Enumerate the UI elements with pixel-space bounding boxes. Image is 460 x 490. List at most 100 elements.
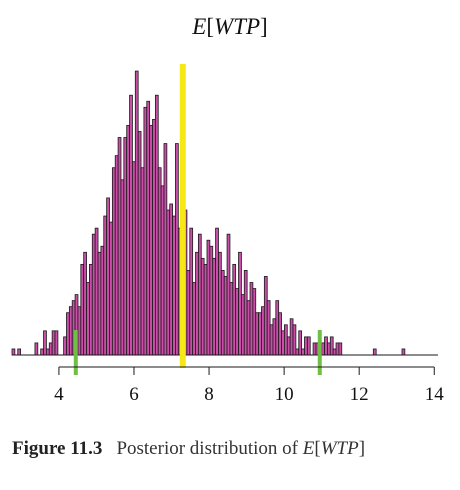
histogram-bar: [80, 263, 85, 356]
histogram-bar: [241, 294, 245, 356]
histogram-bar: [226, 233, 231, 356]
x-axis: 4 6 8 10 12 14: [54, 366, 445, 405]
caption-italic-e: E: [302, 438, 315, 459]
histogram-bar: [321, 342, 325, 356]
histogram-bar: [278, 312, 282, 356]
histogram-bar: [186, 270, 191, 356]
histogram-bar: [103, 215, 108, 356]
caption-text: Posterior distribution of: [116, 438, 298, 459]
x-tick-label: 8: [204, 384, 214, 405]
histogram-bar: [77, 306, 82, 356]
histogram-bar: [335, 342, 340, 356]
histogram-bar: [329, 336, 334, 356]
histogram-bar: [172, 215, 176, 356]
histogram-bar: [206, 239, 211, 356]
histogram-bar: [232, 263, 237, 356]
title-bracket-close: ]: [260, 14, 268, 39]
histogram-bar: [209, 245, 214, 356]
histogram-bar: [312, 342, 317, 356]
histogram-bar: [195, 251, 199, 356]
histogram-bar: [83, 251, 87, 356]
x-tick-label: 6: [129, 384, 139, 405]
histogram-bar: [255, 312, 260, 356]
chart-title: E[WTP]: [0, 14, 460, 40]
histogram-bar: [132, 161, 136, 356]
title-bracket-open: [: [206, 14, 215, 39]
histogram-bar: [284, 324, 288, 356]
histogram-bar: [189, 227, 194, 356]
x-tick-label: 14: [425, 384, 445, 405]
histogram-bar: [163, 143, 168, 356]
figure-label: Figure 11.3: [12, 438, 103, 459]
histogram-bar: [175, 143, 179, 356]
histogram-bar: [246, 300, 251, 356]
histogram-bar: [143, 106, 148, 356]
histogram-bar: [301, 348, 305, 356]
histogram-bar: [269, 324, 274, 356]
histogram-bar: [258, 312, 262, 356]
histogram-bar: [304, 336, 308, 356]
caption-bracket-open: [: [314, 438, 321, 459]
histogram-bar: [114, 155, 119, 356]
histogram-bar: [332, 348, 337, 356]
histogram-bar: [212, 257, 216, 356]
histogram-bar: [129, 94, 133, 356]
histogram-bar: [272, 318, 277, 356]
histogram-svg: 4 6 8 10 12 14: [11, 64, 445, 405]
histogram-bar: [17, 348, 22, 356]
histogram-bar: [91, 233, 96, 356]
histogram-bar: [306, 336, 311, 356]
histogram-bar: [120, 179, 125, 356]
histogram-bar: [149, 125, 153, 356]
histogram-bar: [235, 288, 239, 356]
histogram-bar: [401, 348, 406, 356]
histogram-bar: [263, 276, 268, 356]
histogram-bar: [338, 342, 343, 356]
histogram-bar: [137, 131, 142, 356]
histogram-bar: [292, 324, 297, 356]
histogram-bar: [63, 336, 67, 356]
histogram-bar: [298, 330, 303, 356]
histogram-bar: [266, 300, 271, 356]
histogram-bar: [68, 306, 73, 356]
histogram-bar: [34, 342, 39, 356]
histogram-bar: [249, 282, 254, 356]
histogram-bar: [160, 185, 165, 356]
histogram-bar: [289, 318, 294, 356]
histogram-bar: [11, 348, 16, 356]
histogram-bar: [286, 336, 291, 356]
histogram-bar: [126, 125, 130, 356]
histogram-bar: [223, 276, 228, 356]
histogram-bar: [89, 263, 93, 356]
histogram-bar: [46, 348, 50, 356]
histogram-bar: [203, 263, 208, 356]
x-tick-label: 4: [54, 384, 64, 405]
figure-caption: Figure 11.3 Posterior distribution of E[W…: [12, 438, 365, 460]
x-tick-label: 12: [350, 384, 369, 405]
histogram-bar: [215, 227, 219, 356]
histogram-bar: [238, 251, 242, 356]
histogram-bar: [281, 330, 285, 356]
histogram-bar: [154, 94, 159, 356]
histogram-bar: [327, 342, 331, 356]
histogram-bar: [372, 348, 377, 356]
histogram-bar: [197, 233, 202, 356]
histogram-bar: [123, 137, 128, 356]
histogram-bar: [295, 348, 300, 356]
histogram-bar: [220, 270, 225, 356]
title-e: E: [192, 14, 207, 39]
histogram-bar: [54, 330, 59, 356]
histogram-bar: [275, 300, 280, 356]
histogram-bar: [106, 197, 110, 356]
histogram-bar: [66, 312, 70, 356]
histogram-bar: [43, 330, 47, 356]
histogram-bar: [111, 167, 116, 356]
histogram-bar: [134, 70, 139, 356]
caption-bracket-close: ]: [358, 438, 366, 459]
x-tick-label: 10: [275, 384, 294, 405]
histogram-bar: [157, 167, 162, 356]
histogram-bar: [229, 282, 234, 356]
histogram-bar: [40, 348, 44, 356]
caption-italic-wtp: WTP: [320, 438, 359, 459]
histogram-bar: [243, 270, 248, 356]
